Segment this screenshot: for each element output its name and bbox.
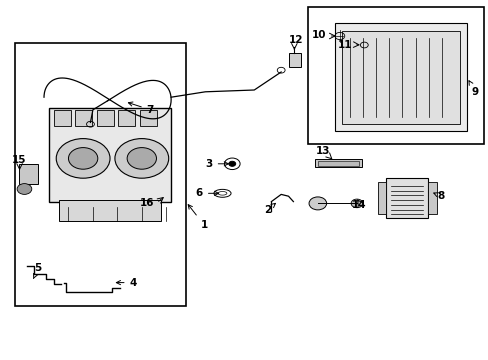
Circle shape (308, 197, 326, 210)
Circle shape (115, 139, 168, 178)
Bar (118, 110, 135, 126)
Text: 5: 5 (33, 263, 41, 279)
Circle shape (56, 139, 110, 178)
Bar (317, 161, 359, 166)
Text: 6: 6 (195, 188, 218, 198)
Bar (75, 110, 92, 126)
Text: 8: 8 (433, 191, 444, 201)
Text: 4: 4 (116, 278, 137, 288)
Bar (140, 110, 157, 126)
Text: 3: 3 (205, 159, 228, 169)
Circle shape (68, 148, 98, 169)
Circle shape (17, 184, 32, 194)
Bar (307, 7, 483, 144)
Text: 15: 15 (11, 154, 26, 165)
Bar (19, 164, 38, 184)
Text: 1: 1 (188, 204, 207, 230)
Bar (288, 53, 300, 67)
Text: 9: 9 (468, 81, 478, 97)
Text: 11: 11 (337, 40, 351, 50)
Bar (427, 182, 436, 214)
Circle shape (127, 148, 156, 169)
Bar (54, 110, 71, 126)
Text: 7: 7 (128, 102, 154, 115)
Text: 13: 13 (315, 145, 329, 156)
Bar (315, 159, 361, 167)
Text: 12: 12 (288, 35, 303, 45)
Bar (97, 110, 114, 126)
Bar (334, 23, 466, 131)
Text: 10: 10 (311, 30, 326, 40)
Bar (59, 200, 161, 221)
Circle shape (228, 161, 235, 166)
Bar (377, 182, 386, 214)
Bar (386, 178, 427, 218)
Bar (342, 31, 459, 124)
Bar (49, 108, 171, 202)
Bar (15, 43, 185, 306)
Circle shape (350, 199, 362, 208)
Text: 14: 14 (351, 200, 366, 210)
Text: 2: 2 (264, 203, 275, 215)
Text: 16: 16 (139, 198, 154, 208)
